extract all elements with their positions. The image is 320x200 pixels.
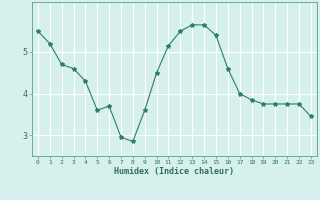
X-axis label: Humidex (Indice chaleur): Humidex (Indice chaleur) xyxy=(115,167,234,176)
